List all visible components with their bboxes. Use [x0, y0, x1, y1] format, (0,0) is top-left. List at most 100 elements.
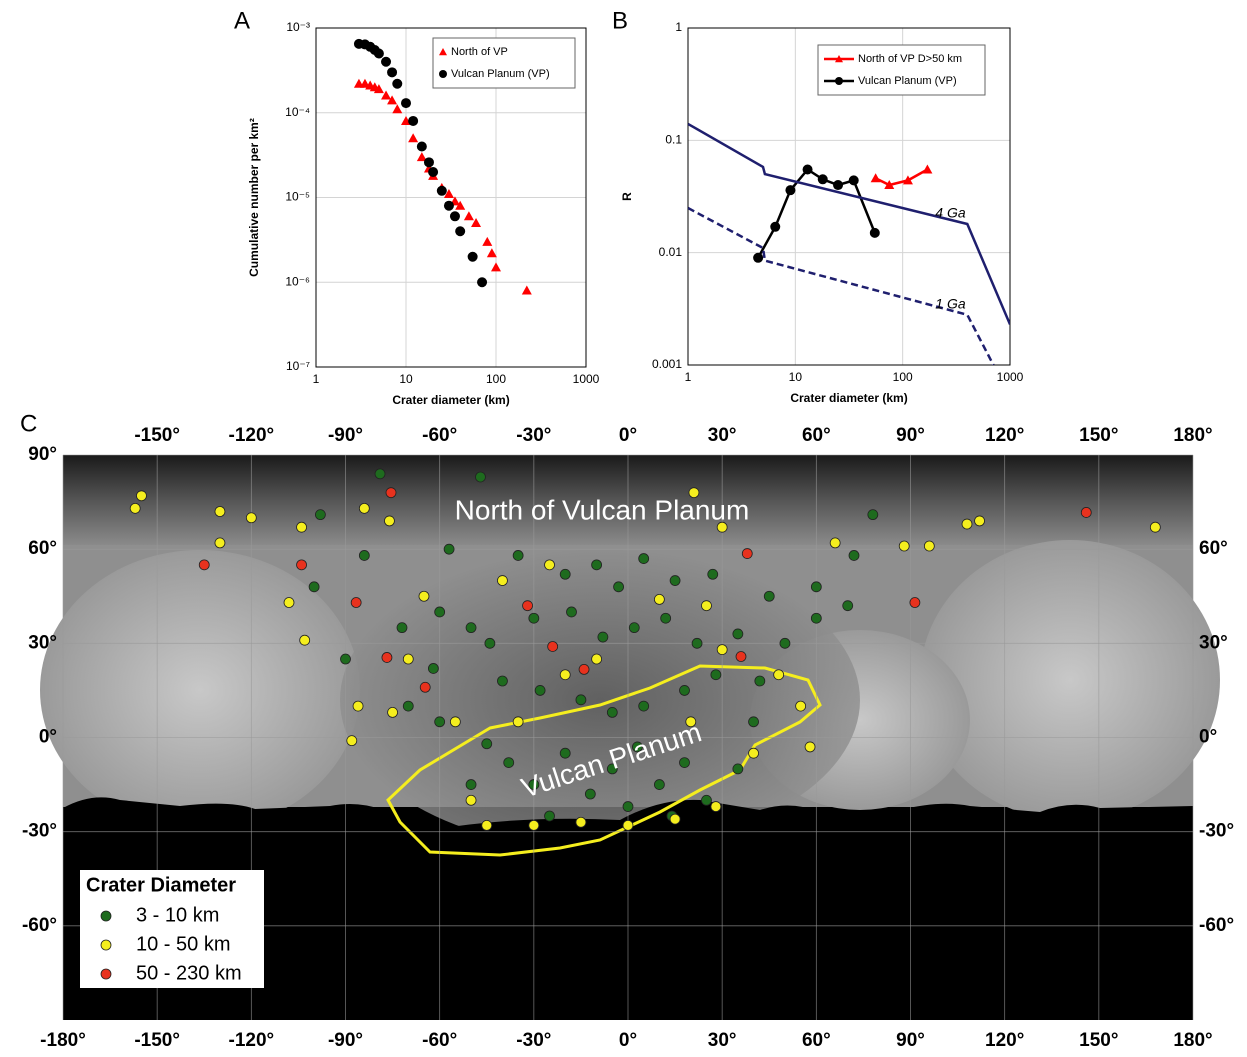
x-tick-label: 60° — [802, 1030, 831, 1051]
crater — [386, 488, 396, 498]
x-tick-label: 1 — [313, 372, 320, 386]
crater — [482, 739, 492, 749]
x-tick-label: 10 — [399, 372, 413, 386]
crater — [545, 811, 555, 821]
x-tick-label-top: 120° — [985, 425, 1024, 446]
crater — [576, 695, 586, 705]
crater — [749, 748, 759, 758]
crater — [975, 516, 985, 526]
x-tick-label: -150° — [134, 1030, 180, 1051]
y-tick-label: 10⁻⁵ — [285, 190, 310, 204]
crater — [130, 503, 140, 513]
series-line — [876, 170, 928, 186]
crater — [692, 638, 702, 648]
crater — [701, 795, 711, 805]
y-tick-label: 0° — [39, 727, 57, 748]
x-tick-label-top: -150° — [134, 425, 180, 446]
crater — [420, 682, 430, 692]
circle-marker — [833, 180, 843, 190]
circle-marker — [450, 211, 460, 221]
crater — [733, 629, 743, 639]
crater — [309, 582, 319, 592]
crater — [736, 652, 746, 662]
annotation: North of Vulcan Planum — [455, 494, 750, 525]
crater — [353, 701, 363, 711]
crater — [924, 541, 934, 551]
crater — [428, 663, 438, 673]
crater — [482, 820, 492, 830]
crater — [497, 576, 507, 586]
y-tick-label: 0.01 — [659, 245, 683, 259]
legend-label: 3 - 10 km — [136, 904, 219, 926]
crater — [359, 550, 369, 560]
crater — [384, 516, 394, 526]
crater — [962, 519, 972, 529]
crater — [592, 654, 602, 664]
crater — [375, 469, 385, 479]
y-tick-label-right: 30° — [1199, 632, 1228, 653]
crater — [830, 538, 840, 548]
circle-marker — [753, 253, 763, 263]
crater — [639, 701, 649, 711]
x-tick-label-top: -120° — [229, 425, 275, 446]
crater — [623, 820, 633, 830]
circle-marker — [468, 252, 478, 262]
crater — [351, 598, 361, 608]
crater — [576, 817, 586, 827]
crater — [680, 685, 690, 695]
crater — [466, 795, 476, 805]
crater — [523, 601, 533, 611]
legend-label: 10 - 50 km — [136, 933, 230, 955]
crater — [623, 802, 633, 812]
triangle-marker — [871, 173, 881, 182]
x-tick-label: -90° — [328, 1030, 363, 1051]
x-axis-label: Crater diameter (km) — [790, 391, 907, 405]
line-label: 1 Ga — [935, 295, 966, 311]
crater — [755, 676, 765, 686]
x-tick-label-top: 0° — [619, 425, 637, 446]
crater — [435, 717, 445, 727]
legend-marker — [439, 70, 447, 78]
circle-marker — [424, 157, 434, 167]
circle-marker — [803, 164, 813, 174]
x-tick-label-top: 90° — [896, 425, 925, 446]
crater — [701, 601, 711, 611]
crater — [607, 707, 617, 717]
y-tick-label: 60° — [28, 538, 57, 559]
crater — [545, 560, 555, 570]
crater — [284, 598, 294, 608]
line-label: 4 Ga — [935, 205, 966, 221]
crater — [466, 780, 476, 790]
crater — [585, 789, 595, 799]
legend-marker — [101, 911, 111, 921]
crater — [711, 802, 721, 812]
triangle-marker — [903, 175, 913, 184]
x-tick-label-top: 30° — [708, 425, 737, 446]
crater — [560, 569, 570, 579]
x-tick-label: 120° — [985, 1030, 1024, 1051]
circle-marker — [381, 57, 391, 67]
x-tick-label: -120° — [229, 1030, 275, 1051]
x-tick-label-top: -30° — [516, 425, 551, 446]
triangle-marker — [482, 237, 492, 246]
crater — [444, 544, 454, 554]
triangle-marker — [491, 262, 501, 271]
crater — [680, 758, 690, 768]
x-axis-label: Crater diameter (km) — [392, 393, 509, 407]
crater — [689, 488, 699, 498]
triangle-marker — [487, 248, 497, 257]
crater — [215, 538, 225, 548]
y-tick-label: 10⁻⁴ — [285, 105, 310, 119]
crater — [297, 522, 307, 532]
crater — [382, 652, 392, 662]
crater — [868, 510, 878, 520]
crater — [670, 814, 680, 824]
crater — [843, 601, 853, 611]
y-tick-label: 30° — [28, 632, 57, 653]
figure: A110100100010⁻⁷10⁻⁶10⁻⁵10⁻⁴10⁻³Crater di… — [0, 0, 1247, 1057]
crater — [670, 576, 680, 586]
crater — [849, 550, 859, 560]
crater — [749, 717, 759, 727]
circle-marker — [785, 185, 795, 195]
crater — [629, 623, 639, 633]
